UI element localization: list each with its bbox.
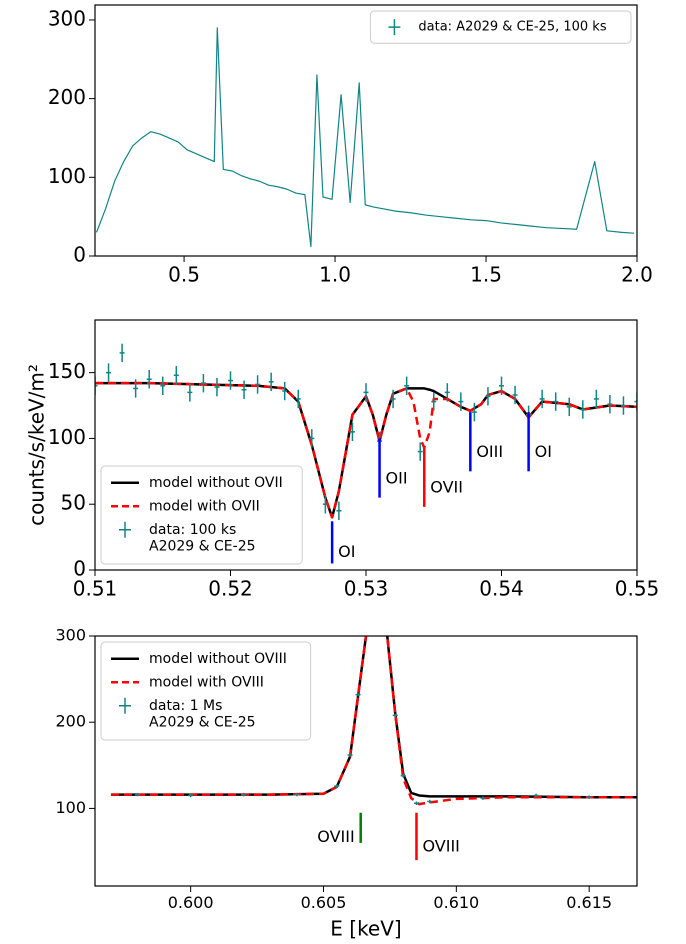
y-tick-label: 300 (55, 626, 86, 645)
legend-box (100, 465, 303, 565)
x-tick-label: 0.52 (208, 577, 253, 601)
y-tick-label: 100 (48, 164, 86, 188)
annotation-label: OI (338, 542, 355, 561)
legend-label: data: A2029 & CE-25, 100 ks (418, 20, 606, 35)
axes-frame (94, 635, 638, 887)
plot-area (95, 343, 637, 520)
x-tick-label: 0.55 (615, 577, 660, 601)
y-tick-label: 0 (73, 243, 86, 267)
y-tick-label: 300 (48, 6, 86, 30)
x-tick-label: 0.600 (168, 893, 214, 912)
plot-area (95, 27, 635, 248)
annotation-label: OII (386, 468, 408, 487)
x-tick-label: 0.54 (479, 577, 524, 601)
y-tick-label: 200 (48, 85, 86, 109)
legend-label: data: 1 Ms A2029 & CE-25 (149, 698, 256, 731)
annotation-label: OVIII (317, 827, 354, 846)
annotation-label: OIII (476, 442, 503, 461)
legend-label: model without OVIII (149, 651, 287, 667)
plot-area (110, 636, 637, 806)
x-tick-label: 0.53 (344, 577, 389, 601)
legend-label: data: 100 ks A2029 & CE-25 (149, 522, 256, 555)
x-tick-label: 0.605 (301, 893, 347, 912)
y-tick-label: 200 (55, 712, 86, 731)
legend-label: model with OVIII (149, 674, 264, 690)
y-tick-label: 50 (61, 491, 86, 515)
y-tick-label: 100 (48, 425, 86, 449)
x-tick-label: 0.610 (433, 893, 479, 912)
y-tick-label: 100 (55, 798, 86, 817)
y-tick-label: 150 (48, 359, 86, 383)
x-tick-label: 1.5 (470, 263, 502, 287)
spectrum (95, 27, 635, 248)
axes-frame (94, 4, 638, 257)
x-axis-label: E [keV] (330, 917, 401, 941)
annotation-label: OVII (430, 478, 463, 497)
annotation-label: OI (535, 442, 552, 461)
model-line (110, 636, 637, 806)
x-tick-label: 0.615 (566, 893, 612, 912)
x-tick-label: 0.51 (73, 577, 118, 601)
y-axis-label: counts/s/keV/m² (25, 364, 49, 526)
legend-label: model with OVII (149, 498, 260, 514)
legend-label: model without OVII (149, 475, 283, 491)
axes-frame (94, 319, 638, 571)
legend-box (100, 641, 312, 741)
x-tick-label: 1.0 (319, 263, 351, 287)
x-tick-label: 2.0 (621, 263, 653, 287)
y-tick-label: 0 (73, 557, 86, 581)
annotation-label: OVIII (422, 836, 459, 855)
x-tick-label: 0.5 (168, 263, 200, 287)
legend-box (369, 10, 632, 44)
